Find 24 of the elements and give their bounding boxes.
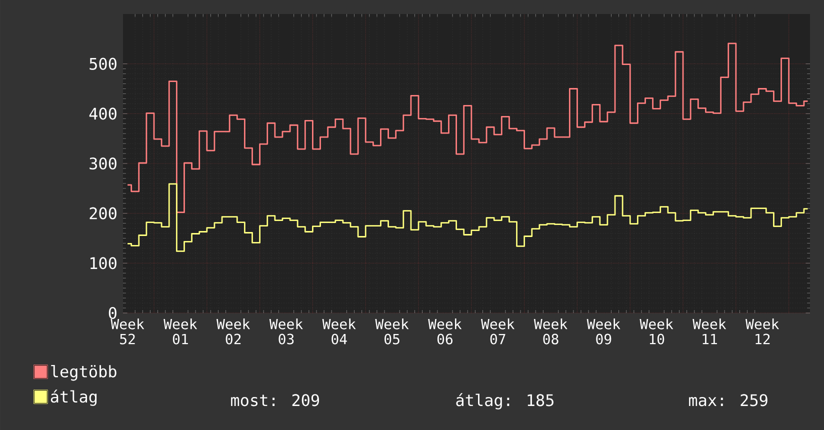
legend-label: átlag <box>50 390 97 406</box>
y-tick-label: 100 <box>90 257 116 270</box>
text: átlag: 185 <box>456 393 554 410</box>
y-tick-label: 300 <box>90 157 116 170</box>
x-tick-label: Week 02 <box>216 318 250 344</box>
x-tick-label: Week 12 <box>746 318 780 344</box>
legend-label: legtöbb <box>51 365 116 381</box>
x-tick-label: Week 05 <box>375 318 409 344</box>
text: max: 259 <box>689 394 768 406</box>
y-tick-label: 400 <box>89 108 116 120</box>
x-tick-label: Week 09 <box>586 318 620 344</box>
x-tick-label: Week 10 <box>640 318 674 344</box>
y-tick-label: 500 <box>90 58 116 70</box>
x-tick-label: Week 52 <box>110 318 144 344</box>
x-tick-label: Week 07 <box>481 318 515 344</box>
x-tick-label: Week 11 <box>692 318 726 344</box>
text: most: 209 <box>231 394 320 406</box>
x-tick-label: Week 03 <box>269 318 303 344</box>
x-tick-label: Week 04 <box>322 318 356 344</box>
y-tick-label: 0 <box>108 306 116 320</box>
x-tick-label: Week 01 <box>164 318 198 344</box>
x-tick-label: Week 08 <box>534 318 568 344</box>
y-tick-label: 200 <box>90 207 116 220</box>
x-tick-label: Week 06 <box>428 318 462 344</box>
